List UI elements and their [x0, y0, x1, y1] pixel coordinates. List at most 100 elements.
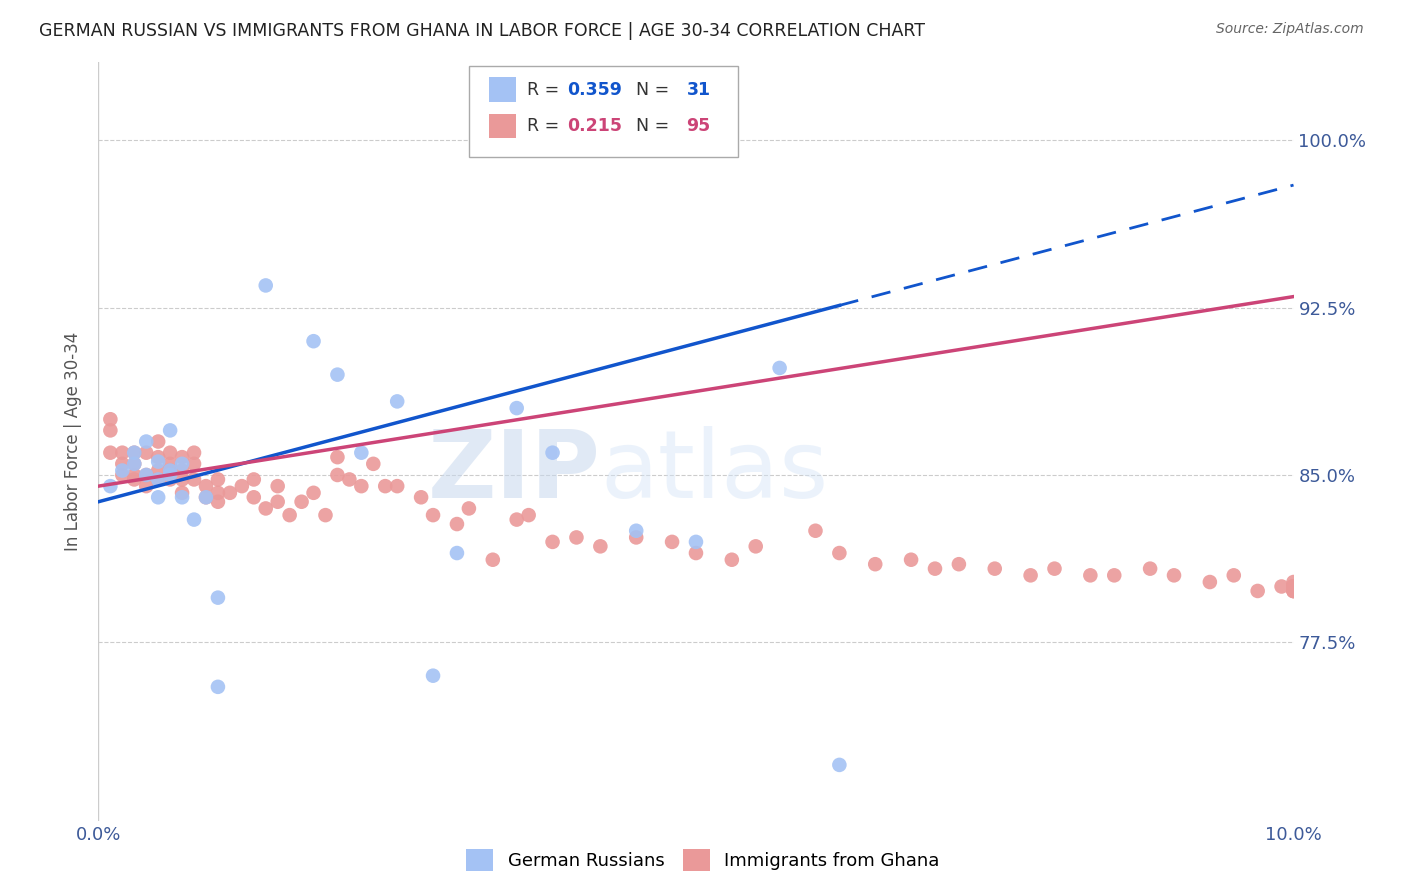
Point — [183, 472, 205, 486]
Point — [339, 472, 361, 486]
Point — [458, 501, 481, 516]
Text: ZIP: ZIP — [427, 425, 600, 518]
Point — [231, 479, 253, 493]
Point — [159, 463, 181, 477]
Point — [1080, 568, 1102, 582]
Point — [721, 552, 744, 566]
Point — [291, 494, 314, 508]
Point — [159, 463, 181, 477]
Text: N =: N = — [626, 80, 675, 99]
Point — [1163, 568, 1185, 582]
Point — [315, 508, 337, 522]
Point — [1282, 579, 1305, 593]
Point — [541, 445, 564, 459]
Point — [148, 490, 170, 504]
Text: 31: 31 — [686, 80, 710, 99]
Point — [195, 490, 218, 504]
Point — [626, 530, 648, 544]
Point — [828, 757, 851, 772]
Point — [183, 445, 205, 459]
Point — [124, 467, 146, 482]
Text: N =: N = — [626, 117, 675, 136]
Point — [135, 479, 157, 493]
Point — [148, 450, 170, 464]
Point — [207, 591, 229, 605]
Point — [135, 445, 157, 459]
Point — [385, 394, 409, 409]
Point — [254, 501, 277, 516]
Point — [159, 445, 181, 459]
Point — [98, 479, 122, 493]
Point — [172, 463, 194, 477]
Point — [948, 557, 970, 571]
Point — [326, 368, 349, 382]
Point — [124, 457, 146, 471]
Point — [243, 472, 266, 486]
Point — [626, 524, 648, 538]
Point — [589, 539, 612, 553]
Point — [172, 490, 194, 504]
Point — [517, 508, 540, 522]
Point — [1282, 583, 1305, 598]
Point — [135, 467, 157, 482]
Point — [1282, 579, 1305, 593]
Point — [1282, 579, 1305, 593]
Point — [446, 546, 468, 560]
Point — [98, 445, 122, 459]
Point — [1104, 568, 1126, 582]
Point — [243, 490, 266, 504]
Point — [278, 508, 301, 522]
FancyBboxPatch shape — [489, 114, 516, 138]
Point — [828, 546, 851, 560]
Point — [1019, 568, 1042, 582]
Point — [111, 463, 134, 477]
Point — [159, 457, 181, 471]
Point — [685, 534, 707, 549]
Point — [267, 479, 290, 493]
Point — [148, 463, 170, 477]
Point — [865, 557, 887, 571]
Legend: German Russians, Immigrants from Ghana: German Russians, Immigrants from Ghana — [460, 842, 946, 879]
Point — [326, 450, 349, 464]
Point — [124, 445, 146, 459]
Point — [350, 445, 373, 459]
Point — [1247, 583, 1270, 598]
Point — [1043, 561, 1066, 575]
Point — [111, 457, 134, 471]
Point — [135, 467, 157, 482]
Point — [1282, 579, 1305, 593]
Point — [1282, 583, 1305, 598]
Point — [148, 434, 170, 449]
Point — [148, 454, 170, 468]
FancyBboxPatch shape — [470, 66, 738, 157]
Point — [374, 479, 396, 493]
Point — [326, 467, 349, 482]
Text: 95: 95 — [686, 117, 710, 136]
Point — [1282, 579, 1305, 593]
Point — [446, 516, 468, 531]
Point — [1223, 568, 1246, 582]
Point — [769, 360, 792, 375]
Point — [159, 423, 181, 437]
Point — [207, 485, 229, 500]
Point — [183, 512, 205, 526]
Text: atlas: atlas — [600, 425, 828, 518]
Point — [124, 445, 146, 459]
Point — [900, 552, 922, 566]
Text: 0.215: 0.215 — [567, 117, 621, 136]
Point — [267, 494, 290, 508]
Point — [98, 412, 122, 426]
Point — [98, 423, 122, 437]
Point — [745, 539, 768, 553]
Point — [207, 472, 229, 486]
Point — [172, 450, 194, 464]
Point — [111, 467, 134, 482]
Point — [363, 457, 385, 471]
Point — [1199, 574, 1222, 589]
Point — [135, 434, 157, 449]
Text: Source: ZipAtlas.com: Source: ZipAtlas.com — [1216, 22, 1364, 37]
Point — [124, 457, 146, 471]
Point — [804, 524, 827, 538]
Point — [541, 534, 564, 549]
Point — [254, 278, 277, 293]
